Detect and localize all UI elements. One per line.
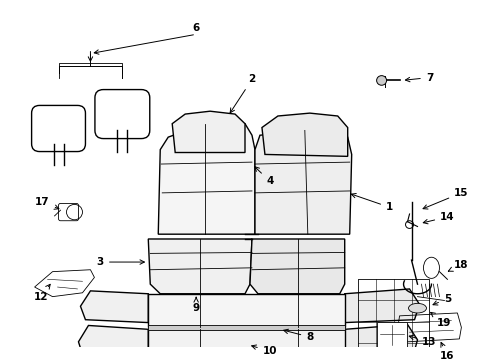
Polygon shape [158,124,254,234]
Text: 17: 17 [35,198,59,209]
Text: 19: 19 [430,312,451,328]
Text: 3: 3 [97,257,144,267]
Polygon shape [81,291,148,323]
Text: 14: 14 [423,212,454,224]
Text: 1: 1 [351,193,392,212]
Text: 8: 8 [283,329,313,342]
Circle shape [376,76,386,85]
Polygon shape [344,324,417,358]
Text: 6: 6 [192,23,200,33]
Ellipse shape [407,303,426,313]
Text: 16: 16 [439,342,454,360]
Text: 11: 11 [0,359,1,360]
Text: 15: 15 [422,188,468,209]
FancyBboxPatch shape [95,90,149,139]
Polygon shape [78,325,148,358]
Polygon shape [172,111,244,153]
Polygon shape [254,130,351,234]
Polygon shape [344,289,419,323]
Bar [357,279,428,360]
Text: 7: 7 [405,73,432,82]
Text: 9: 9 [192,297,199,313]
Text: 12: 12 [33,284,50,302]
Polygon shape [148,239,251,294]
Text: 5: 5 [432,293,450,305]
Text: 18: 18 [447,260,468,271]
Polygon shape [148,329,344,360]
Polygon shape [262,113,347,156]
Text: 13: 13 [408,335,436,347]
Text: 4: 4 [254,167,273,186]
Polygon shape [148,294,344,327]
Text: 2: 2 [230,75,255,113]
FancyBboxPatch shape [32,105,85,152]
FancyBboxPatch shape [376,321,406,347]
Text: 10: 10 [251,345,277,356]
Polygon shape [249,239,344,294]
FancyBboxPatch shape [59,203,78,221]
Polygon shape [148,325,344,330]
